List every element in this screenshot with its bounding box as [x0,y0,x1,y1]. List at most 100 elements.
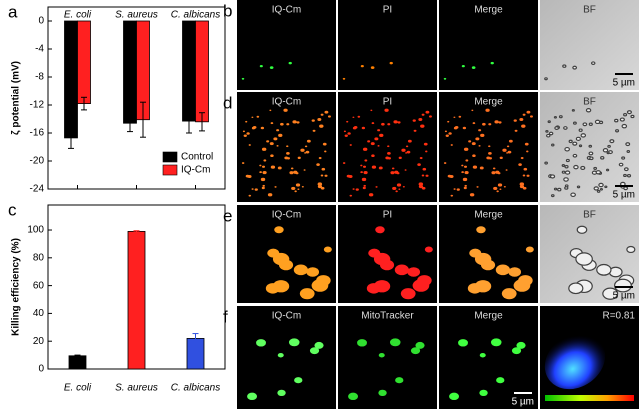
cell [417,163,421,166]
cell [370,66,375,69]
cell [520,156,524,160]
cell [327,115,331,118]
cell [269,142,274,146]
panel-label: a [8,2,18,21]
cell [379,133,384,137]
cell [263,159,267,162]
cell [418,118,423,122]
cell [564,164,569,169]
cell [521,124,526,128]
cell [421,186,426,190]
channel-label: BF [583,97,596,108]
y-axis-label: Killing efficiency (%) [11,238,22,336]
cell [367,140,371,143]
cell [398,188,401,191]
cell [375,226,385,234]
cell [494,120,499,124]
y-tick-label: -24 [30,184,45,195]
cell [395,190,398,193]
cell [614,278,632,293]
cell [526,174,530,177]
y-tick-label: -20 [30,156,45,167]
cell [404,169,407,171]
x-category-label: C. albicans [171,383,220,394]
cell [324,150,327,153]
cell [508,139,513,143]
cell [400,288,416,300]
cell [585,108,592,113]
cell [296,121,300,124]
cell [368,193,374,197]
cell [391,167,395,170]
cell [593,166,598,171]
cell [247,174,252,178]
cell [273,137,278,141]
cell [490,61,494,65]
cell [478,145,481,147]
cell [525,246,534,253]
cell [561,164,566,167]
cell [458,339,468,347]
micrograph [338,306,437,409]
cell [575,252,593,266]
cell [387,157,391,160]
cell [277,166,282,170]
x-category-label: E. coli [64,383,92,394]
cell [507,150,512,154]
cell [320,186,325,190]
x-category-label: E. coli [64,10,92,21]
colocalization-cloud [544,332,606,390]
cell [568,139,573,144]
cell [277,389,286,397]
cell [342,162,346,164]
cell [261,186,265,190]
channel-label: IQ-Cm [272,210,301,221]
cell [623,113,628,117]
bar [127,231,146,370]
cell [606,151,610,155]
cell [519,118,524,122]
cell [599,187,603,191]
cell [464,171,469,175]
cell [488,123,492,126]
cell [526,110,531,114]
cell [305,150,310,154]
cell [604,185,608,189]
cell [241,162,245,164]
cell [267,193,273,197]
cell [291,186,296,191]
micrograph [237,306,336,409]
cell [476,226,486,234]
micrograph [439,306,538,409]
cell [554,126,559,130]
x-category-label: S. aureus [115,10,158,21]
cell [506,145,510,148]
cell [547,120,551,124]
cell [292,120,297,124]
cell [448,132,452,135]
panel-label: e [223,206,232,225]
cell [412,279,430,292]
cell [270,154,274,158]
cell [395,377,404,384]
cell [277,352,284,358]
panel-label: d [223,93,232,112]
channel-label: IQ-Cm [272,97,301,108]
cell [626,110,632,115]
cell [462,126,467,130]
cell [272,252,290,266]
cell [270,165,276,169]
cell [280,122,284,126]
cell [519,185,525,189]
cell [478,129,482,132]
cell [580,165,586,171]
cell [495,170,500,174]
bar [123,20,137,124]
cell [468,140,472,143]
bar [68,355,87,370]
cell [463,186,467,190]
cell [311,119,315,122]
cell [349,194,353,197]
cell [251,188,254,190]
channel-label: Merge [474,210,503,221]
